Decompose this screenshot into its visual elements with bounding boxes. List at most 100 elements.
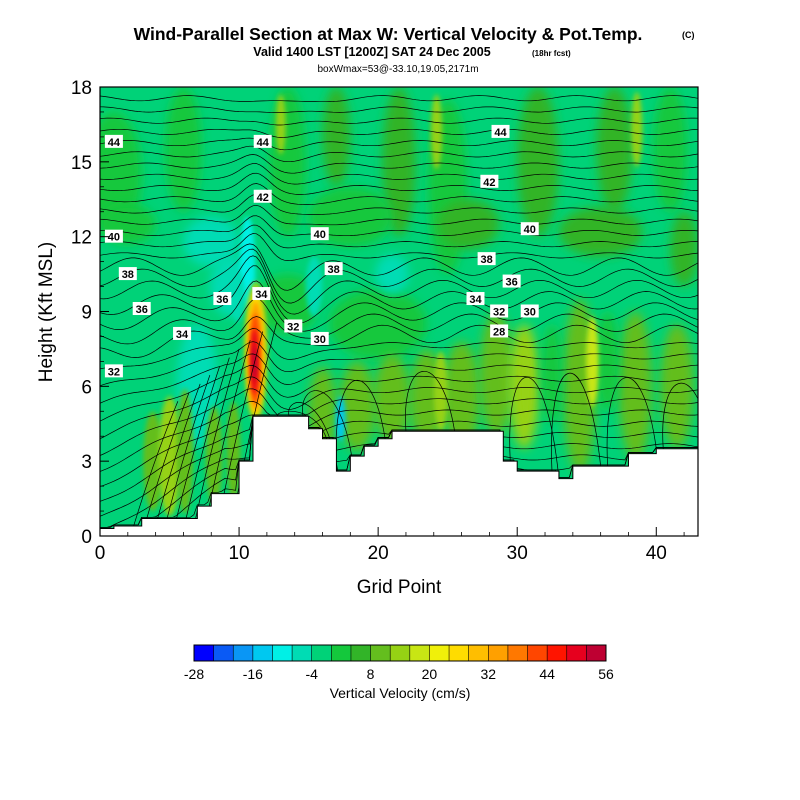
contour-label-19: 32 [490,304,509,319]
isentrope-24 [100,204,698,226]
contour-label-1: 44 [253,134,272,149]
velocity-blob-41 [433,351,448,432]
velocity-blob-18 [106,328,177,419]
velocity-blob-8 [653,87,687,212]
isentrope-10 [100,365,698,422]
contour-label-4: 42 [480,174,499,189]
velocity-blob-48 [375,254,409,295]
colorbar-swatch-20 [586,645,607,661]
svg-text:42: 42 [483,177,495,189]
velocity-blob-44 [275,94,286,155]
velocity-blob-25 [443,341,480,452]
velocity-blob-46 [230,271,245,322]
colorbar-swatch-7 [331,645,352,661]
velocity-blob-29 [618,311,653,462]
isentrope-11 [100,353,698,404]
copyright-mark: (C) [682,30,695,40]
potential-temperature-contours [100,95,698,536]
colorbar-label: Vertical Velocity (cm/s) [330,685,471,701]
isentrope-9 [100,376,698,440]
contour-label-18: 32 [284,319,303,333]
contour-label-0: 44 [104,134,123,149]
isentrope-18 [100,255,698,315]
isentrope-22 [100,224,698,249]
isentrope-15 [100,297,698,345]
contour-label-20: 30 [310,331,329,346]
velocity-blob-32 [596,311,619,412]
svg-text:32: 32 [493,307,505,319]
velocity-blob-22 [339,361,376,452]
isentrope-8 [100,388,698,456]
x-tick-label-0: 0 [95,543,106,564]
velocity-blob-42 [430,94,443,170]
colorbar-swatch-9 [370,645,391,661]
velocity-blob-11 [308,186,393,247]
colorbar-swatch-13 [449,645,469,661]
isentrope-16 [100,280,698,332]
isentrope-27 [100,172,698,195]
isentrope-29 [100,154,698,174]
contour-label-15: 34 [252,287,271,301]
isentrope-31 [100,137,698,151]
isentrope-34 [100,106,698,113]
isentrope-17 [100,265,698,324]
colorbar-tick-label-5: 32 [480,666,496,682]
svg-text:38: 38 [122,269,134,281]
forecast-note: (18hr fcst) [532,49,571,58]
colorbar-swatch-2 [233,645,254,661]
colorbar-swatch-14 [468,645,489,661]
isentrope-14 [100,316,698,358]
svg-text:40: 40 [108,232,120,244]
upstream-contour-0 [130,401,179,536]
contour-label-9: 38 [324,262,343,276]
contour-labels: 44 44 44 42 42 40 40 40 38 38 38 36 36 36 34 34 34 32 32 32… [104,124,539,378]
colorbar-tick-label-7: 56 [598,666,614,682]
contour-label-12: 36 [213,292,232,306]
valley-contour-6 [551,372,601,472]
contour-label-7: 40 [520,222,539,236]
colorbar-swatch-10 [390,645,411,661]
colorbar-swatch-5 [292,645,313,661]
contour-label-3: 42 [253,189,272,204]
velocity-blob-7 [596,87,633,212]
svg-text:34: 34 [469,294,482,306]
svg-text:36: 36 [506,277,518,289]
svg-text:40: 40 [524,224,536,236]
velocity-blob-40 [519,341,532,422]
vertical-velocity-field [100,87,698,536]
contour-label-11: 36 [132,302,151,316]
x-tick-label-3: 30 [507,543,528,564]
svg-text:36: 36 [136,304,148,316]
colorbar-swatch-4 [272,645,293,661]
svg-text:36: 36 [216,294,228,306]
contour-label-16: 34 [466,292,485,306]
colorbar-swatch-11 [409,645,430,661]
isentrope-6 [100,414,698,487]
valley-contour-5 [509,376,560,479]
velocity-blob-37 [205,406,223,507]
velocity-blob-35 [158,396,181,517]
colorbar-swatch-15 [488,645,509,661]
colorbar-tick-label-6: 44 [539,666,555,682]
velocity-blob-31 [542,323,562,424]
svg-text:30: 30 [314,334,326,346]
chart-title: Wind-Parallel Section at Max W: Vertical… [134,24,643,44]
upstream-contour-1 [141,392,190,536]
isentrope-35 [100,95,698,103]
y-tick-label-2: 6 [81,377,92,398]
colorbar-swatch-19 [566,645,587,661]
velocity-blob-43 [631,91,643,167]
upstream-contour-5 [181,357,230,536]
valley-contour-8 [662,382,698,449]
velocity-blob-23 [373,353,411,444]
velocity-blob-4 [382,87,416,237]
svg-text:44: 44 [494,127,507,139]
colorbar-swatch-16 [507,645,528,661]
valid-time-line: Valid 1400 LST [1200Z] SAT 24 Dec 2005 [253,45,490,59]
y-tick-label-4: 12 [71,228,92,249]
velocity-blob-39 [586,316,599,407]
colorbar-swatch-17 [527,645,548,661]
velocity-blob-34 [143,411,163,512]
contour-label-2: 44 [491,124,510,139]
